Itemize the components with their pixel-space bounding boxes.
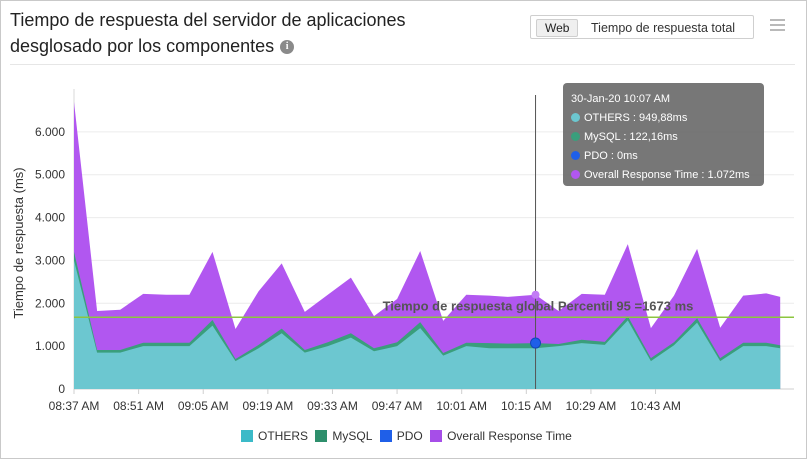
y-tick-label: 5.000 (35, 168, 65, 182)
x-tick-label: 10:01 AM (436, 399, 487, 413)
y-tick-label: 3.000 (35, 253, 65, 267)
legend-swatch-pdo (379, 430, 392, 442)
chart-title-text: Tiempo de respuesta del servidor de apli… (10, 10, 406, 56)
x-tick-label: 10:43 AM (630, 399, 681, 413)
legend-item-overall[interactable]: Overall Response Time (430, 429, 572, 443)
tooltip-row-overall: Overall Response Time : 1.072ms (571, 166, 756, 185)
hamburger-menu-icon[interactable] (770, 19, 785, 31)
tooltip-row-mysql: MySQL : 122,16ms (571, 128, 756, 147)
tooltip-dot-pdo (571, 151, 580, 160)
tooltip-dot-others (571, 113, 580, 122)
legend-swatch-mysql (315, 430, 328, 442)
tooltip-dot-mysql (571, 132, 580, 141)
metric-selector-value[interactable]: Tiempo de respuesta total (591, 21, 736, 35)
info-icon[interactable]: i (280, 40, 295, 55)
legend-item-pdo[interactable]: PDO (379, 429, 423, 443)
legend-item-others[interactable]: OTHERS (241, 429, 308, 443)
metric-selector[interactable]: Web Tiempo de respuesta total (530, 15, 754, 39)
x-tick-label: 08:37 AM (49, 399, 100, 413)
hover-point-pdo (530, 337, 542, 349)
tooltip-time: 30-Jan-20 10:07 AM (571, 93, 671, 105)
tooltip-row-others: OTHERS : 949,88ms (571, 109, 756, 128)
y-axis-title: Tiempo de respuesta (ms) (11, 167, 26, 318)
legend-item-mysql[interactable]: MySQL (315, 429, 372, 443)
x-tick-label: 09:05 AM (178, 399, 229, 413)
x-tick-label: 08:51 AM (113, 399, 164, 413)
y-tick-label: 4.000 (35, 211, 65, 225)
hover-tooltip: 30-Jan-20 10:07 AM OTHERS : 949,88ms MyS… (563, 83, 764, 186)
y-tick-label: 0 (58, 382, 65, 396)
legend-swatch-overall (430, 430, 443, 442)
x-tick-label: 09:33 AM (307, 399, 358, 413)
x-tick-label: 09:47 AM (372, 399, 423, 413)
chart-legend: OTHERS MySQL PDO Overall Response Time (241, 429, 576, 443)
legend-swatch-others (241, 430, 253, 442)
y-tick-label: 2.000 (35, 296, 65, 310)
hover-point-overall (531, 290, 540, 299)
tooltip-dot-overall (571, 170, 580, 179)
y-tick-label: 6.000 (35, 125, 65, 139)
chart-title: Tiempo de respuesta del servidor de apli… (10, 7, 480, 59)
tooltip-row-pdo: PDO : 0ms (571, 147, 756, 166)
web-toggle[interactable]: Web (536, 19, 579, 37)
x-tick-label: 09:19 AM (242, 399, 293, 413)
threshold-label: Tiempo de respuesta global Percentil 95 … (383, 298, 694, 313)
header-divider (10, 64, 795, 65)
x-tick-label: 10:29 AM (566, 399, 617, 413)
x-tick-label: 10:15 AM (501, 399, 552, 413)
y-tick-label: 1.000 (35, 339, 65, 353)
area-others (74, 260, 781, 389)
